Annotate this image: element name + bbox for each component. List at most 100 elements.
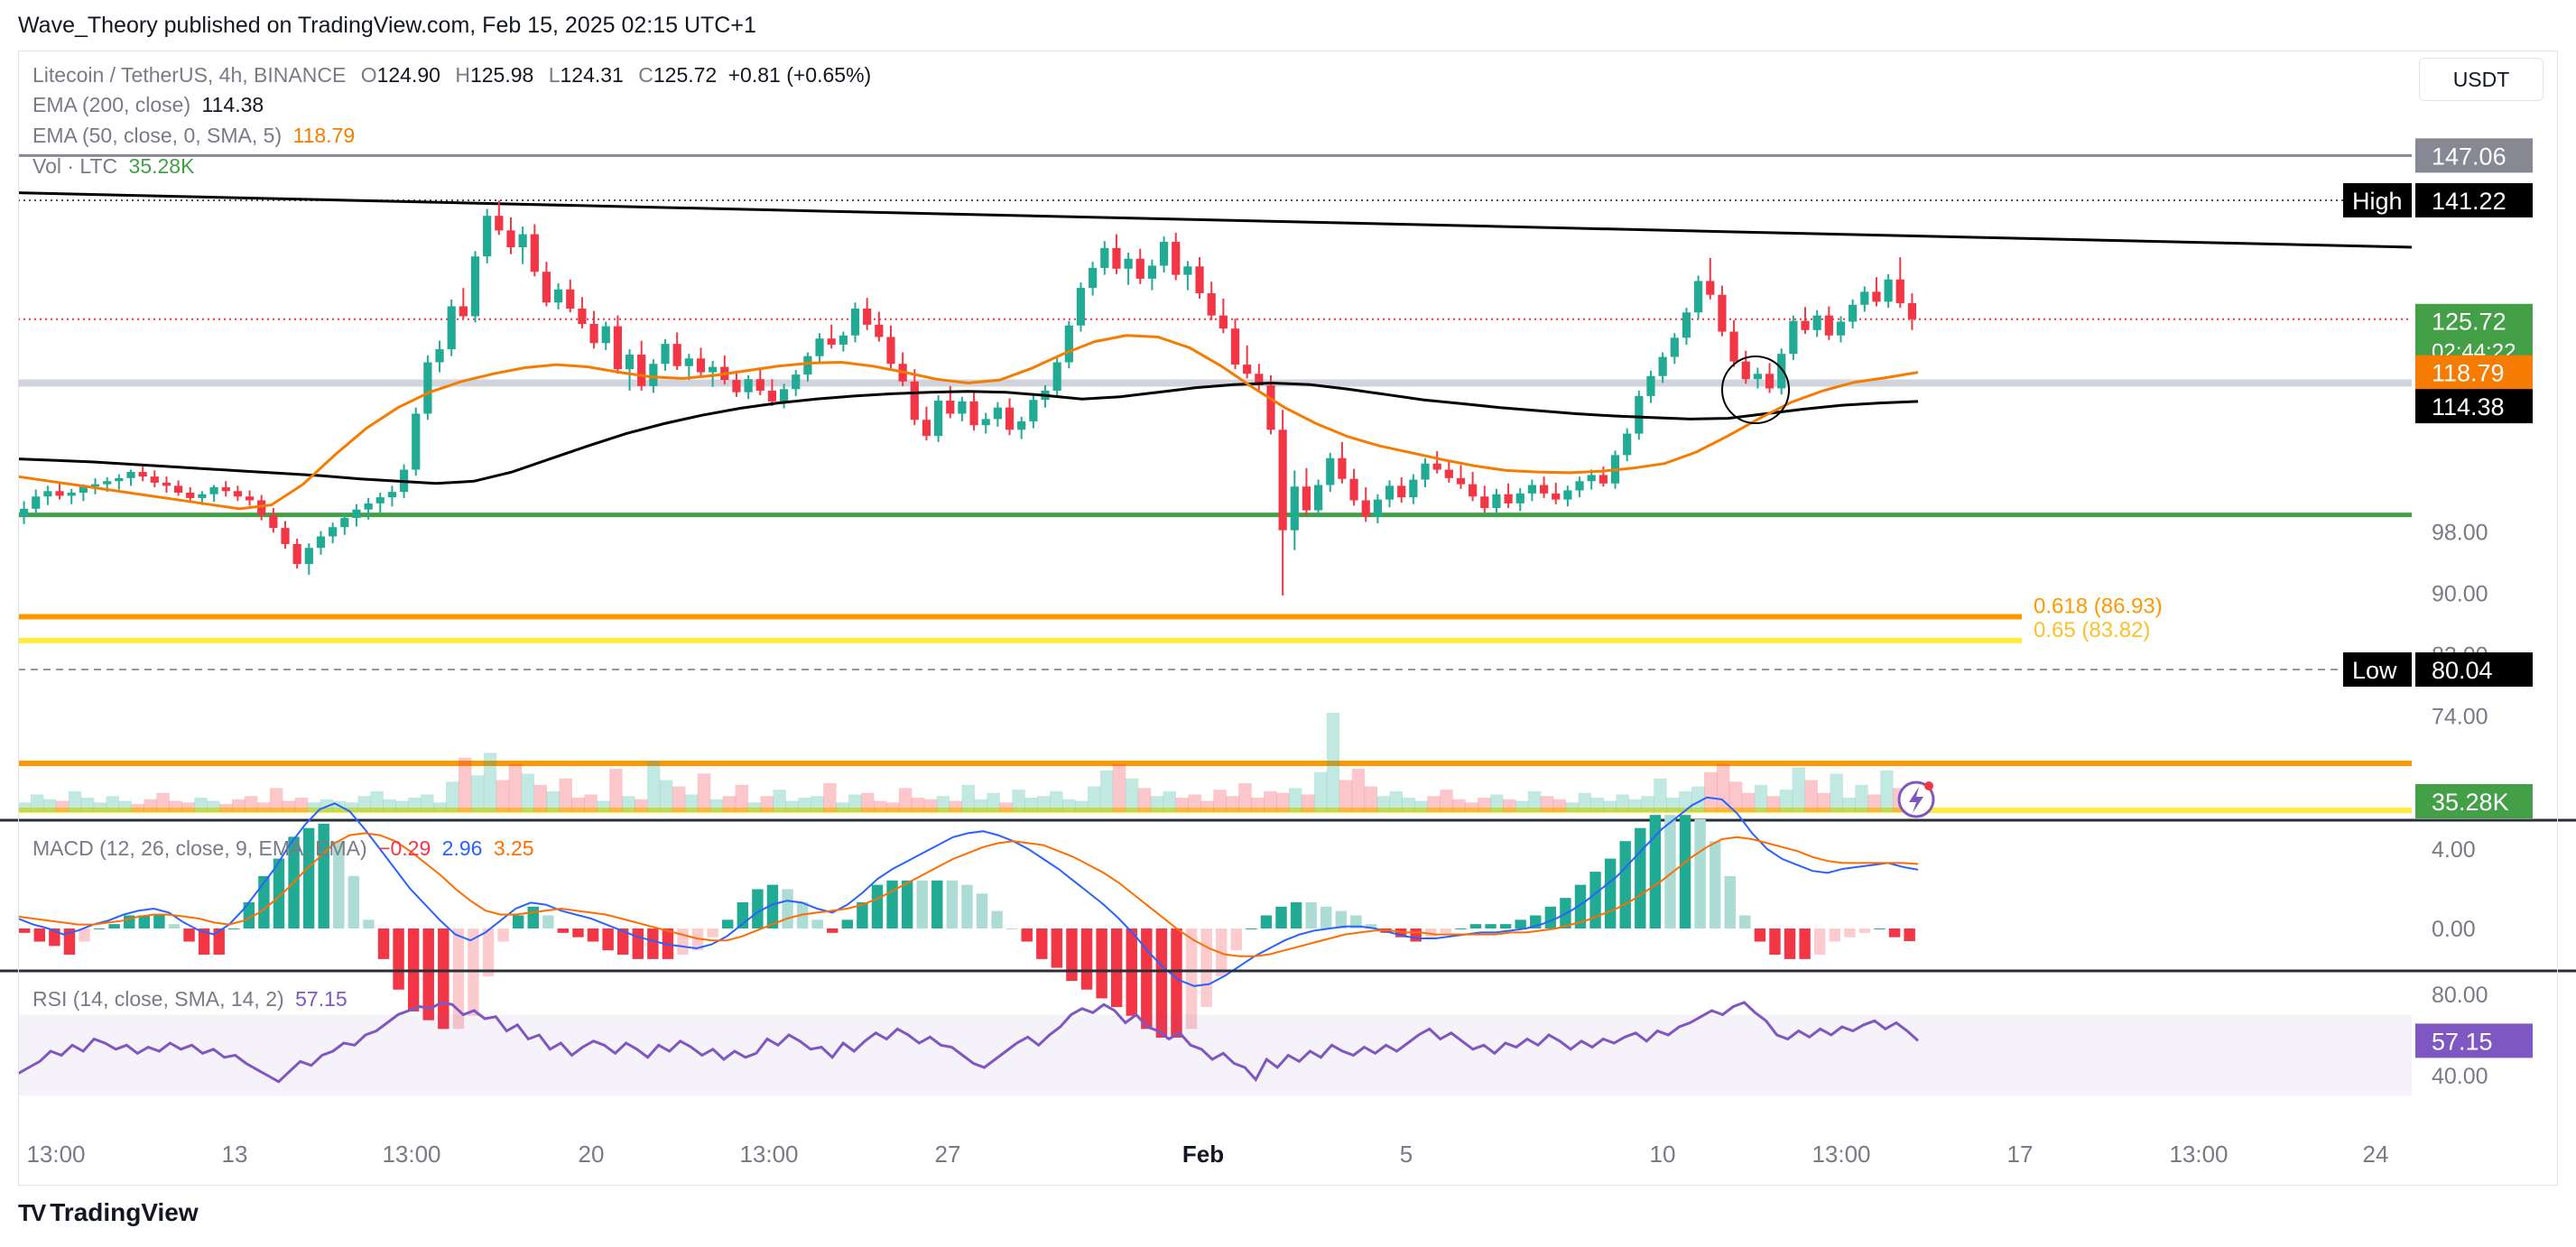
candle-body — [1552, 493, 1561, 500]
candle-body — [412, 413, 421, 470]
macd-label: MACD (12, 26, close, 9, EMA, EMA) — [32, 836, 367, 860]
candle-body — [910, 381, 919, 420]
candle-body — [1314, 485, 1323, 511]
candle-body — [839, 335, 848, 345]
rsi-axis-ticks: 80.00 40.00 — [2432, 983, 2488, 1089]
trendline[interactable] — [17, 191, 2413, 249]
volume-bar — [1817, 792, 1830, 812]
candle-body — [684, 358, 693, 366]
volume-bar — [1251, 798, 1265, 812]
candle-body — [1469, 484, 1478, 497]
candle-body — [779, 389, 789, 402]
rsi-tick: 80.00 — [2432, 983, 2488, 1008]
rsi-band — [18, 1014, 2412, 1096]
legend-ema50[interactable]: EMA (50, close, 0, SMA, 5) 118.79 — [32, 124, 355, 148]
ohlc-high-label: H — [455, 63, 470, 87]
macd-hist-bar — [961, 884, 973, 928]
volume-bar — [597, 800, 610, 812]
legend-macd[interactable]: MACD (12, 26, close, 9, EMA, EMA) −0.29 … — [32, 836, 534, 861]
volume-bar — [635, 799, 648, 812]
candle-body — [1753, 374, 1762, 380]
rsi-line — [17, 1001, 1920, 1084]
volume-bar — [1666, 798, 1680, 812]
candle-body — [1444, 469, 1453, 478]
macd-hist-bar — [452, 928, 465, 1030]
tradingview-brand[interactable]: TV TradingView — [18, 1198, 199, 1227]
candle-body — [886, 337, 895, 365]
time-axis[interactable]: 13:00 13 13:00 20 13:00 27 Feb 5 10 13:00 17 13:00 2… — [26, 1141, 2388, 1168]
macd-hist-bar — [1739, 915, 1751, 928]
candle-body — [1895, 279, 1904, 304]
candle-body — [32, 496, 41, 509]
candle-body — [245, 496, 255, 501]
volume-bar — [521, 773, 535, 812]
macd-hist-bar — [1275, 906, 1287, 928]
candle-body — [850, 309, 860, 336]
volume-bar — [1351, 769, 1366, 812]
candle-body — [1765, 374, 1774, 389]
price-label-box — [2415, 183, 2533, 217]
candle-body — [459, 306, 468, 317]
macd-hist-bar — [542, 915, 554, 928]
candle-body — [1884, 279, 1893, 302]
candle-body — [364, 503, 373, 510]
alert-icon[interactable] — [1897, 781, 1935, 818]
candle-body — [483, 216, 492, 257]
candle-body — [221, 487, 230, 492]
candle-body — [269, 514, 278, 529]
fib-label: 0.65 (83.82) — [2034, 618, 2150, 642]
macd-hist-bar — [841, 919, 854, 928]
time-tick: 24 — [2363, 1141, 2389, 1168]
publish-line: Wave_Theory published on TradingView.com… — [18, 13, 756, 38]
candle-body — [1266, 385, 1275, 430]
candle-body — [518, 234, 527, 248]
candle-body — [637, 355, 646, 386]
volume-bar — [1414, 800, 1428, 812]
macd-hist-bar — [1365, 924, 1377, 928]
macd-hist-bar — [1515, 919, 1526, 928]
candle-body — [661, 344, 670, 365]
macd-tick: 4.00 — [2432, 837, 2476, 863]
macd-hist-bar — [512, 915, 524, 928]
legend-rsi[interactable]: RSI (14, close, SMA, 14, 2) 57.15 — [32, 987, 347, 1011]
macd-hist-bar — [1769, 928, 1781, 956]
ohlc-close: 125.72 — [653, 63, 718, 87]
volume-bar — [1779, 790, 1793, 812]
volume-area — [18, 713, 1919, 812]
candle-body — [1349, 478, 1358, 501]
volume-bar — [584, 794, 598, 812]
macd-pane[interactable]: 4.00 0.00 — [17, 796, 2476, 1038]
candle-body — [435, 349, 444, 363]
currency-button[interactable]: USDT — [2419, 58, 2544, 101]
volume-bar — [156, 792, 170, 812]
ohlc-open: 124.90 — [376, 63, 440, 87]
symbol-name[interactable]: Litecoin / TetherUS, 4h, BINANCE — [32, 63, 347, 87]
macd-hist-bar — [1110, 928, 1123, 1008]
volume-bar — [1389, 790, 1403, 812]
rsi-pane[interactable]: 80.00 40.00 57.15 — [17, 983, 2533, 1096]
volume-bar — [1087, 786, 1101, 812]
price-tag-text: High — [2352, 188, 2403, 215]
macd-hist-bar — [827, 928, 839, 933]
volume-bar — [911, 798, 925, 812]
volume-bar — [508, 763, 523, 812]
macd-hist-bar — [1246, 928, 1257, 929]
fib-label: 0.618 (86.93) — [2034, 594, 2163, 618]
macd-hist-bar — [438, 928, 449, 1030]
volume-bar — [533, 784, 547, 812]
volume-bar — [219, 804, 233, 812]
candle-body — [506, 230, 515, 248]
candle-body — [67, 493, 76, 496]
legend-ema200[interactable]: EMA (200, close) 114.38 — [32, 93, 264, 117]
candle-body — [542, 272, 551, 303]
candle-body — [767, 390, 777, 402]
candle-body — [1005, 407, 1015, 430]
price-pane[interactable]: 0.618 (86.93)0.65 (83.82) 98.0090.0082.0… — [17, 138, 2533, 818]
macd-hist-bar — [79, 928, 90, 942]
legend-symbol-row[interactable]: Litecoin / TetherUS, 4h, BINANCE O124.90… — [32, 63, 871, 88]
volume-bar — [1200, 800, 1214, 812]
macd-hist-bar — [1305, 901, 1317, 928]
macd-hist-bar — [1754, 928, 1766, 942]
legend-volume[interactable]: Vol · LTC 35.28K — [32, 154, 194, 179]
candle-body — [1207, 293, 1216, 316]
